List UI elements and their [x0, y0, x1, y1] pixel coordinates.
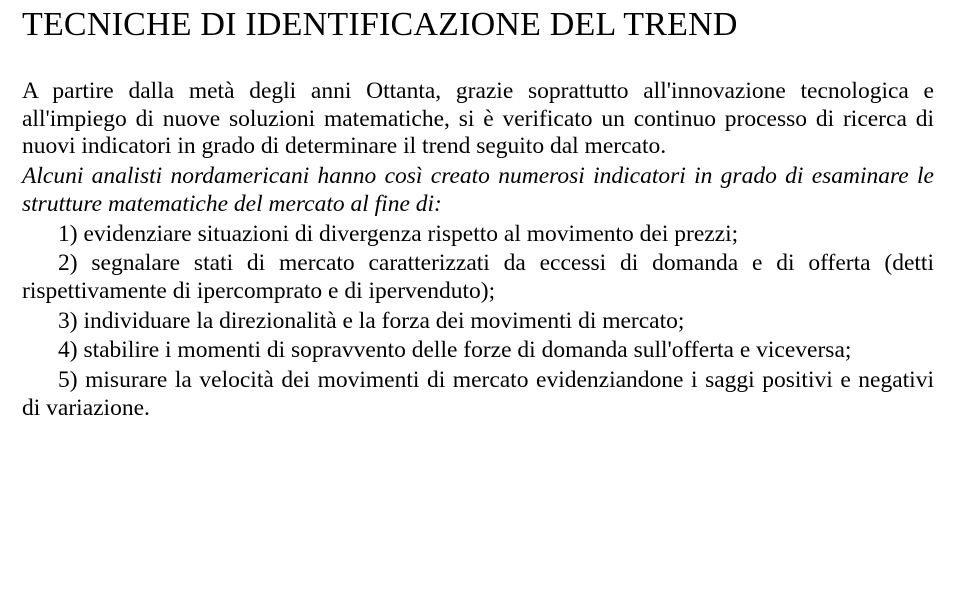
list-intro: Alcuni analisti nordamericani hanno così…: [22, 163, 934, 218]
list-item-3: 3) individuare la direzionalità e la for…: [22, 308, 934, 336]
document-page: TECNICHE DI IDENTIFICAZIONE DEL TREND A …: [0, 0, 960, 435]
list-item-2: 2) segnalare stati di mercato caratteriz…: [22, 250, 934, 305]
list-item-5: 5) misurare la velocità dei movimenti di…: [22, 367, 934, 422]
list-item-1: 1) evidenziare situazioni di divergenza …: [22, 221, 934, 249]
page-title: TECNICHE DI IDENTIFICAZIONE DEL TREND: [22, 6, 934, 44]
intro-paragraph: A partire dalla metà degli anni Ottanta,…: [22, 78, 934, 161]
list-item-4: 4) stabilire i momenti di sopravvento de…: [22, 337, 934, 365]
